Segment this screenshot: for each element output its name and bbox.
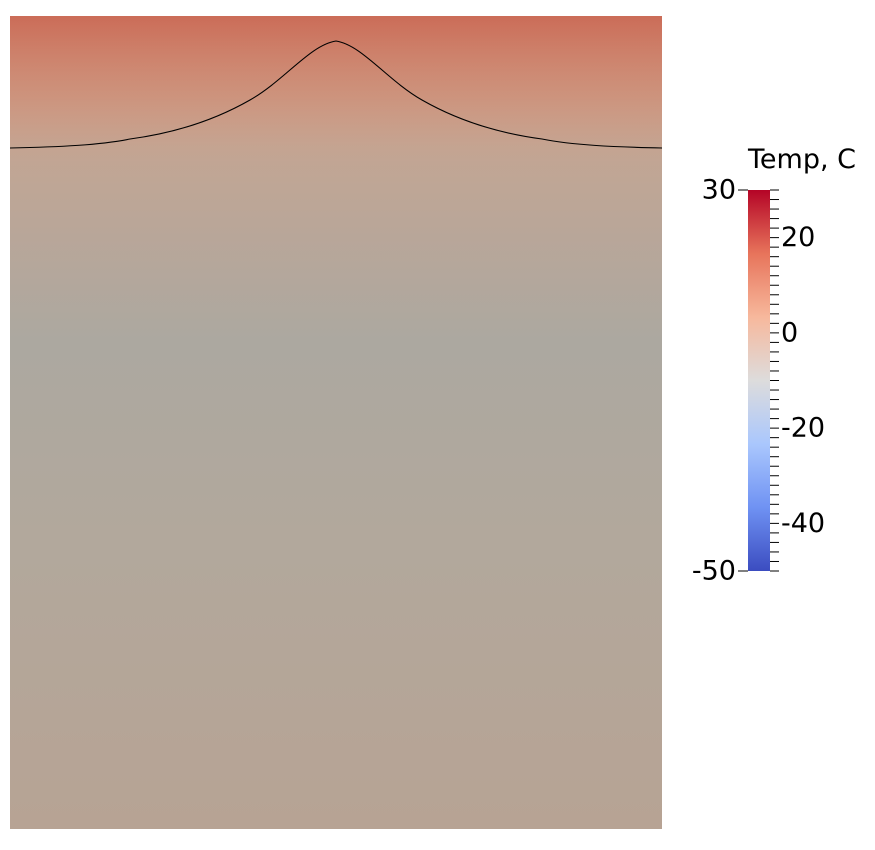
colorbar-title: Temp, C — [747, 144, 856, 175]
hot-zone-right — [340, 16, 662, 150]
colorbar-tick-label: -50 — [692, 556, 736, 587]
colorbar-tick-label: 30 — [702, 175, 736, 206]
colorbar-tick-label: 0 — [781, 317, 798, 348]
contour-line — [10, 40, 662, 149]
colorbar-gradient — [748, 190, 770, 571]
colorbar-ticks — [738, 189, 779, 572]
colorbar: Temp, C 30 20 0 -20 -40 -50 — [692, 144, 856, 587]
colorbar-tick-labels: 30 20 0 -20 -40 -50 — [692, 175, 825, 587]
hot-zone-left — [10, 16, 335, 150]
colorbar-tick-label: 20 — [781, 222, 815, 253]
surface-warm-band — [10, 16, 662, 829]
temperature-field — [10, 16, 662, 829]
colorbar-tick-label: -40 — [781, 508, 825, 539]
colorbar-tick-label: -20 — [781, 413, 825, 444]
